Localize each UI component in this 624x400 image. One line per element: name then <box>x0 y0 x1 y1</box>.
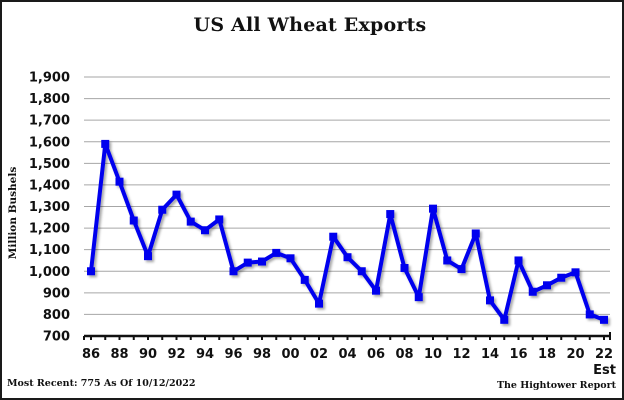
gridlines <box>84 76 610 315</box>
data-point-marker <box>87 267 95 276</box>
x-tick-label: 06 <box>367 347 385 362</box>
data-point-marker <box>172 190 181 199</box>
x-tick-label: 08 <box>395 347 413 362</box>
x-tick-label: 94 <box>196 347 214 362</box>
x-tick-label: 10 <box>424 347 442 362</box>
data-point-marker <box>414 293 423 302</box>
y-tick-label: 1,100 <box>29 243 70 258</box>
data-point-marker <box>500 315 509 324</box>
chart-title: US All Wheat Exports <box>193 14 427 36</box>
data-point-marker <box>429 204 437 213</box>
y-tick-label: 1,300 <box>29 200 70 215</box>
y-tick-label: 1,200 <box>29 222 70 237</box>
data-point-marker <box>186 217 195 226</box>
y-tick-label: 1,500 <box>29 157 70 172</box>
data-point-marker <box>115 177 124 186</box>
y-tick-label: 1,900 <box>29 71 70 86</box>
data-point-marker <box>129 216 138 225</box>
data-point-marker <box>158 205 167 214</box>
x-tick-label: 92 <box>167 347 185 362</box>
data-point-marker <box>443 256 452 265</box>
x-tick-label: 00 <box>281 347 299 362</box>
y-tick-label: 1,400 <box>29 178 70 193</box>
data-point-marker <box>315 299 323 308</box>
y-tick-label: 1,600 <box>29 135 70 150</box>
data-point-marker <box>457 265 466 274</box>
x-tick-label: 20 <box>566 347 584 362</box>
x-tick-label: 14 <box>481 347 499 362</box>
data-point-marker <box>600 315 608 324</box>
x-tick-label: 12 <box>452 347 470 362</box>
data-point-marker <box>243 258 252 267</box>
data-point-marker <box>300 275 309 284</box>
data-point-marker <box>557 273 566 282</box>
data-point-marker <box>357 267 366 276</box>
data-point-marker <box>585 310 594 319</box>
x-tick-label: 98 <box>253 347 271 362</box>
data-point-marker <box>543 281 551 290</box>
data-point-marker <box>258 257 266 266</box>
data-series <box>87 139 608 324</box>
x-axis-ticks: 86 88 90 92 94 96 98 00 02 04 06 08 10 12 14 16 18 20 22 <box>82 347 613 362</box>
x-tick-label: 86 <box>82 347 100 362</box>
data-point-marker <box>286 254 295 263</box>
data-point-marker <box>528 287 537 296</box>
data-point-marker <box>144 252 152 261</box>
data-point-marker <box>400 264 409 273</box>
y-tick-label: 1,700 <box>29 114 70 129</box>
data-point-marker <box>101 139 110 148</box>
x-tick-label: 96 <box>224 347 242 362</box>
x-tick-label: 18 <box>538 347 556 362</box>
most-recent-note: Most Recent: 775 As Of 10/12/2022 <box>7 378 196 389</box>
data-point-marker <box>571 268 580 277</box>
estimate-label: Est <box>593 363 616 378</box>
y-tick-label: 800 <box>43 308 70 323</box>
data-point-marker <box>272 248 281 257</box>
data-point-marker <box>343 253 352 262</box>
source-credit: The Hightower Report <box>496 380 616 391</box>
series-line <box>89 141 605 322</box>
x-tick-label: 02 <box>310 347 328 362</box>
y-tick-label: 700 <box>43 330 70 345</box>
y-tick-label: 1,000 <box>29 265 70 280</box>
data-point-marker <box>486 296 494 305</box>
data-point-marker <box>471 229 480 238</box>
x-tick-label: 90 <box>139 347 157 362</box>
x-axis <box>83 332 611 340</box>
data-point-marker <box>386 210 395 219</box>
y-axis-ticks: 700 800 900 1,000 1,100 1,200 1,300 1,400 1,500 1… <box>29 71 70 345</box>
y-tick-label: 900 <box>43 286 70 301</box>
data-point-marker <box>329 232 338 241</box>
data-point-marker <box>372 286 380 295</box>
data-point-marker <box>514 256 523 265</box>
x-tick-label: 04 <box>338 347 356 362</box>
x-tick-label: 22 <box>595 347 613 362</box>
y-tick-label: 1,800 <box>29 92 70 107</box>
data-point-marker <box>201 226 209 235</box>
data-point-marker <box>215 215 224 224</box>
data-point-marker <box>229 267 238 276</box>
x-tick-label: 16 <box>509 347 527 362</box>
x-tick-label: 88 <box>110 347 128 362</box>
